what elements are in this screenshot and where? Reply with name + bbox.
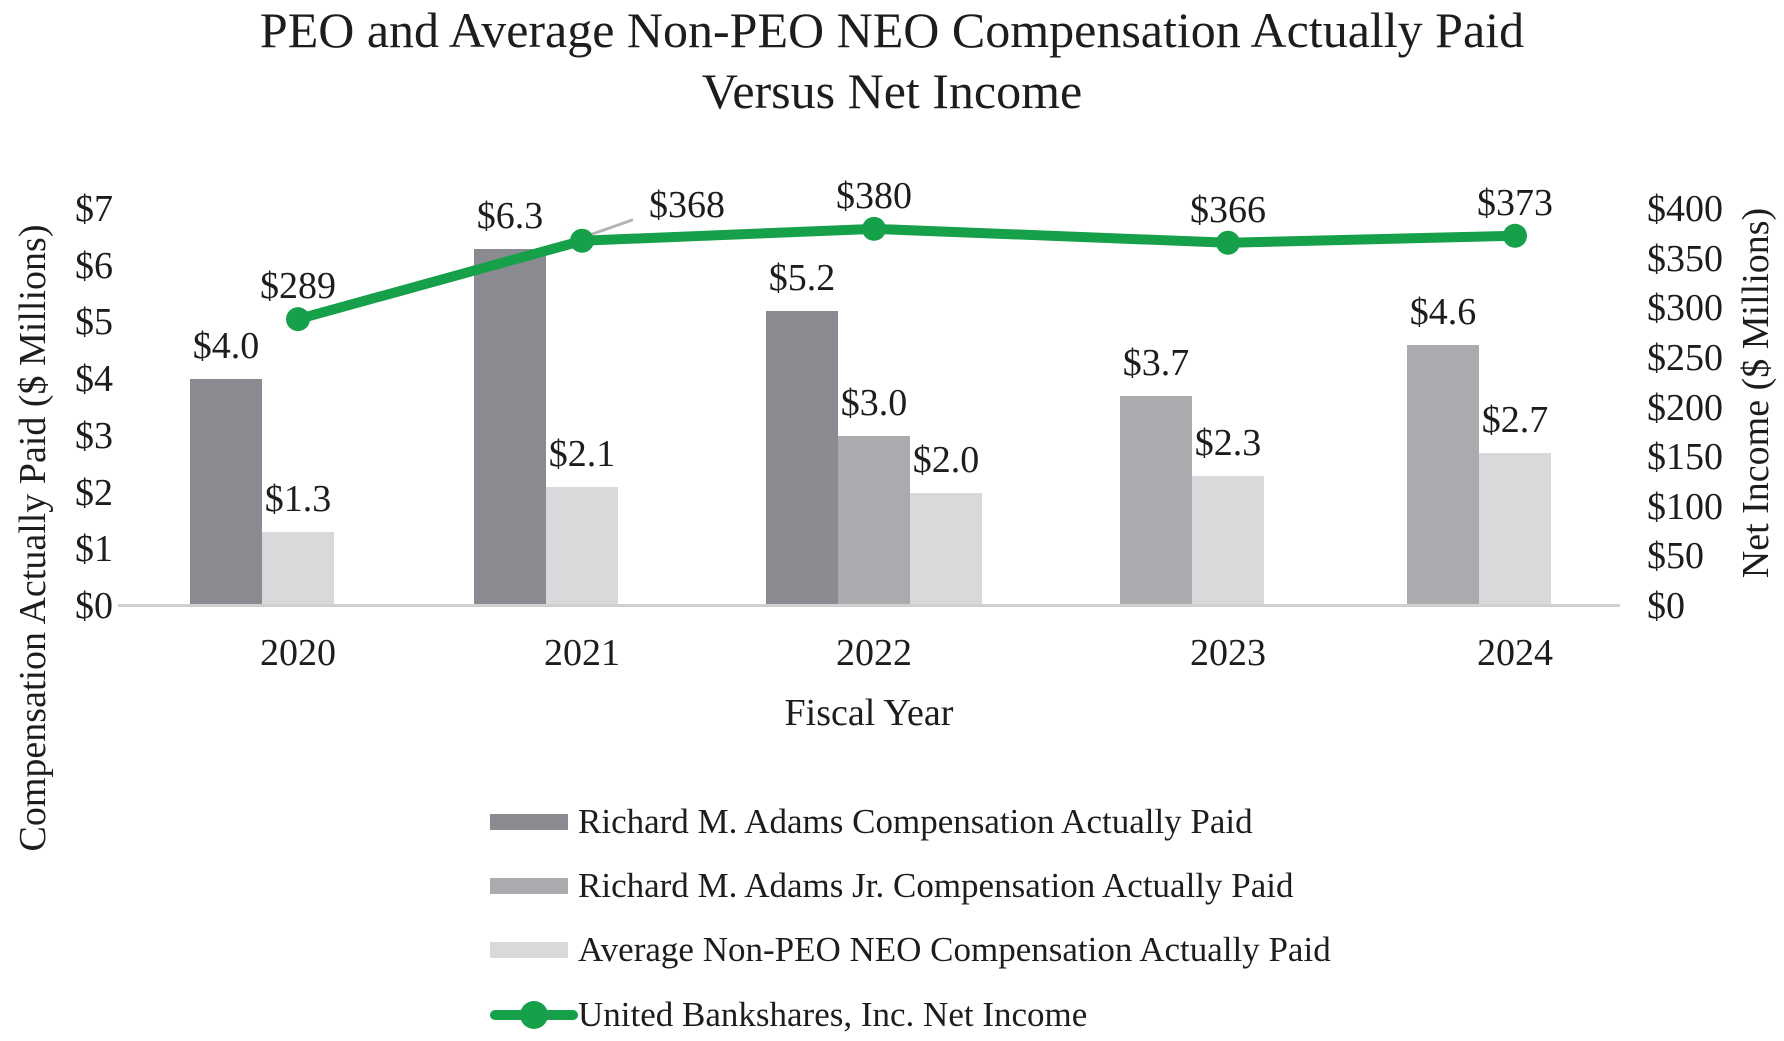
legend-label-adams-jr: Richard M. Adams Jr. Compensation Actual… [578, 866, 1294, 905]
right-axis-tick: $350 [1647, 237, 1723, 280]
x-axis-line [118, 604, 1620, 607]
left-axis-tick: $3 [75, 414, 113, 457]
right-axis-tick: $300 [1647, 287, 1723, 330]
bar [474, 248, 546, 606]
legend-line-dot-icon [520, 1001, 548, 1029]
x-axis-tick: 2023 [1190, 632, 1266, 674]
bar-value-label: $6.3 [476, 194, 544, 237]
x-axis-tick: 2024 [1477, 632, 1553, 674]
legend-item-peo-adams-jr: Richard M. Adams Jr. Compensation Actual… [490, 866, 1294, 906]
bar-value-label: $2.1 [548, 432, 616, 475]
chart-title-line1: PEO and Average Non-PEO NEO Compensation… [259, 2, 1525, 58]
bar [262, 532, 334, 606]
left-axis-tick: $6 [75, 244, 113, 287]
net-income-value-label: $289 [260, 265, 336, 308]
bar-value-label: $5.2 [768, 257, 836, 300]
bar [838, 435, 910, 606]
bar [1120, 396, 1192, 606]
bar-value-label: $3.0 [840, 381, 908, 424]
net-income-value-label: $380 [836, 174, 912, 217]
right-axis-tick: $200 [1647, 386, 1723, 429]
bar [190, 379, 262, 606]
bar [766, 311, 838, 606]
x-axis-tick: 2022 [836, 632, 912, 674]
legend-label-net-income: United Bankshares, Inc. Net Income [578, 995, 1088, 1034]
legend-swatch-avg-non-peo [490, 942, 568, 958]
left-axis-tick: $0 [75, 585, 113, 627]
legend-item-peo-adams: Richard M. Adams Compensation Actually P… [490, 802, 1253, 842]
bar-value-label: $1.3 [264, 478, 332, 521]
right-axis-tick: $250 [1647, 336, 1723, 379]
bar [1407, 345, 1479, 606]
net-income-value-label: $366 [1190, 188, 1266, 231]
right-axis-tick: $0 [1647, 585, 1685, 627]
bar [546, 486, 618, 606]
left-axis-tick: $5 [75, 301, 113, 344]
net-income-value-label: $373 [1477, 181, 1553, 224]
bar-value-label: $2.0 [912, 438, 980, 481]
left-axis-tick: $7 [75, 188, 113, 230]
bar [910, 492, 982, 606]
bar [1192, 475, 1264, 606]
x-axis-tick: 2021 [544, 632, 620, 674]
right-axis-tick: $50 [1647, 535, 1704, 578]
plot-area [118, 209, 1620, 606]
x-axis-tick: 2020 [260, 632, 336, 674]
chart-title-line2: Versus Net Income [701, 63, 1083, 119]
legend-item-net-income: United Bankshares, Inc. Net Income [490, 995, 1087, 1035]
net-income-value-label: $368 [649, 183, 725, 226]
legend-line-marker-icon [490, 1001, 578, 1029]
legend-item-avg-non-peo-neo: Average Non-PEO NEO Compensation Actuall… [490, 930, 1331, 970]
right-axis-tick: $150 [1647, 436, 1723, 479]
left-axis-tick: $1 [75, 528, 113, 571]
right-axis-tick: $100 [1647, 485, 1723, 528]
left-axis-tick: $4 [75, 358, 113, 401]
legend-swatch-adams-jr [490, 878, 568, 894]
bar-value-label: $2.3 [1194, 421, 1262, 464]
bar-value-label: $2.7 [1481, 398, 1549, 441]
x-axis-title: Fiscal Year [784, 692, 954, 734]
legend-label-avg-non-peo: Average Non-PEO NEO Compensation Actuall… [578, 930, 1331, 969]
legend-label-adams: Richard M. Adams Compensation Actually P… [578, 802, 1253, 841]
chart-title: PEO and Average Non-PEO NEO Compensation… [0, 0, 1784, 122]
right-axis-title: Net Income ($ Millions) [1735, 207, 1777, 579]
bar-value-label: $4.6 [1409, 291, 1477, 334]
bar-value-label: $4.0 [192, 325, 260, 368]
left-axis-tick: $2 [75, 471, 113, 514]
right-axis-tick: $400 [1647, 188, 1723, 230]
legend-swatch-adams [490, 814, 568, 830]
bar-value-label: $3.7 [1122, 342, 1190, 385]
bar [1479, 452, 1551, 606]
